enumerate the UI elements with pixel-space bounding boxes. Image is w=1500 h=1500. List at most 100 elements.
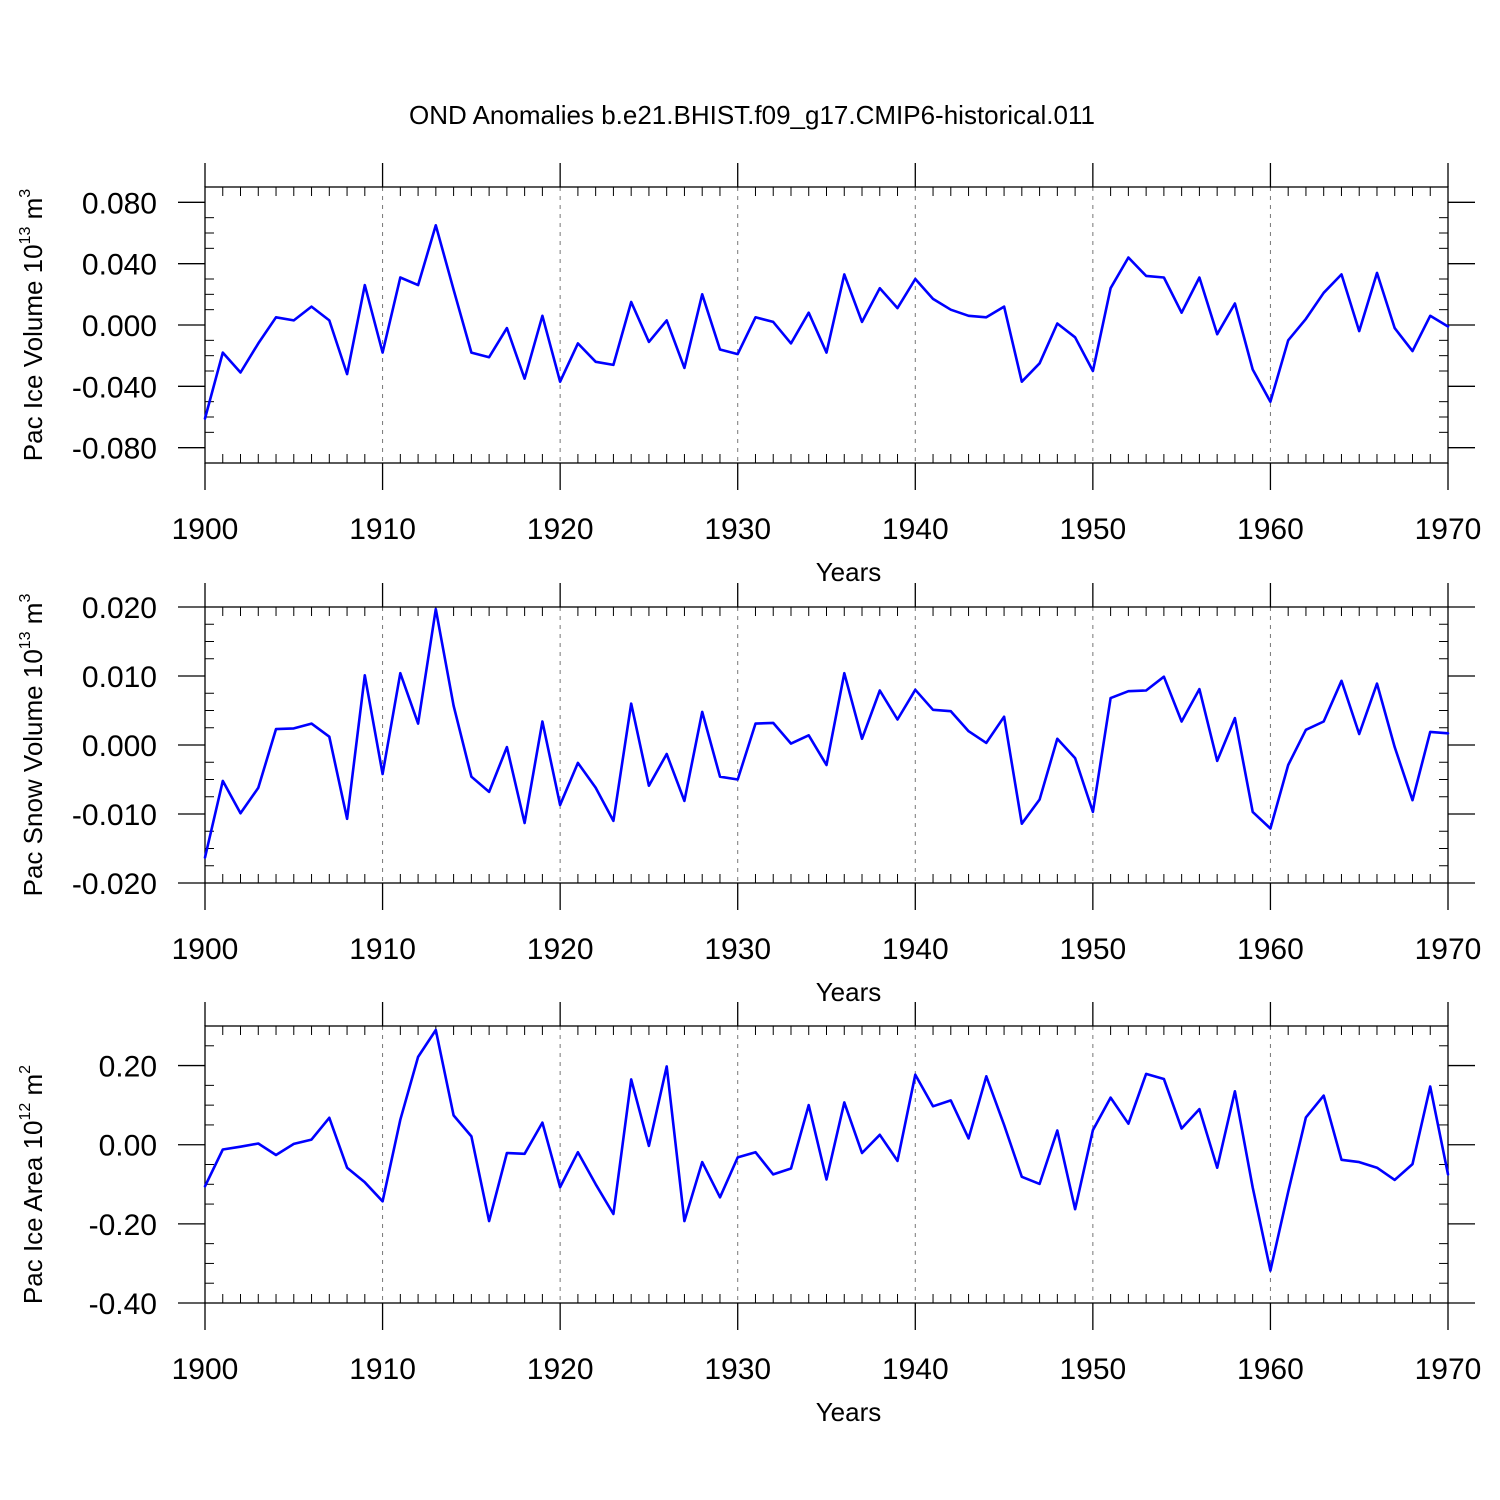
data-point: [824, 763, 829, 768]
data-point: [1446, 1172, 1451, 1177]
data-point: [1073, 756, 1078, 761]
data-point: [1303, 316, 1308, 321]
data-point: [931, 1104, 936, 1109]
data-point: [842, 671, 847, 676]
data-point: [1019, 821, 1024, 826]
data-point: [1339, 678, 1344, 683]
y-axis-label-unit-exponent: 2: [17, 1065, 34, 1074]
data-point: [593, 359, 598, 364]
y-axis-label-exponent: 12: [17, 1103, 34, 1121]
data-point: [451, 287, 456, 292]
data-point: [1410, 1162, 1415, 1167]
data-point: [380, 772, 385, 777]
y-axis-label-unit-exponent: 3: [17, 189, 34, 198]
data-point: [1410, 798, 1415, 803]
data-point: [451, 703, 456, 708]
y-tick-label: -0.020: [72, 868, 157, 901]
data-point: [558, 379, 563, 384]
data-point: [1250, 809, 1255, 814]
data-point: [1019, 1174, 1024, 1179]
data-point: [238, 370, 243, 375]
data-point: [1321, 290, 1326, 295]
data-point: [931, 707, 936, 712]
data-point: [1303, 1115, 1308, 1120]
data-point: [806, 1103, 811, 1108]
data-point: [469, 1134, 474, 1139]
data-point: [895, 1158, 900, 1163]
data-point: [1392, 326, 1397, 331]
plot-frame: [204, 186, 1449, 464]
data-point: [540, 313, 545, 318]
y-axis-label-unit: m: [18, 198, 48, 227]
data-point: [913, 277, 918, 282]
data-point: [1197, 687, 1202, 692]
data-point: [220, 350, 225, 355]
data-point: [629, 1077, 634, 1082]
data-point: [789, 341, 794, 346]
x-tick-label: 1950: [1059, 933, 1126, 966]
data-point: [1410, 349, 1415, 354]
x-axis-label: Years: [816, 977, 882, 1007]
data-point: [1392, 1177, 1397, 1182]
x-tick-label: 1940: [882, 1353, 949, 1386]
data-point: [1144, 1071, 1149, 1076]
data-point: [238, 811, 243, 816]
data-point: [860, 319, 865, 324]
data-point: [469, 350, 474, 355]
y-tick-label: -0.40: [89, 1288, 157, 1321]
x-tick-label: 1960: [1237, 513, 1304, 546]
data-point: [1126, 689, 1131, 694]
data-point: [1002, 1122, 1007, 1127]
data-point: [487, 789, 492, 794]
data-point: [433, 1028, 438, 1033]
y-axis-label: Pac Ice Area 1012 m2: [17, 1065, 48, 1304]
data-point: [1428, 313, 1433, 318]
x-tick-label: 1950: [1059, 1353, 1126, 1386]
y-tick-label: 0.020: [82, 592, 157, 625]
data-point: [575, 341, 580, 346]
data-point: [1250, 367, 1255, 372]
y-tick-label: 0.00: [99, 1130, 157, 1163]
data-point: [1161, 1077, 1166, 1082]
data-point: [895, 717, 900, 722]
data-point: [629, 300, 634, 305]
data-point: [984, 315, 989, 320]
data-point: [487, 1219, 492, 1224]
data-point: [1392, 745, 1397, 750]
data-point: [345, 816, 350, 821]
data-point: [664, 752, 669, 757]
y-axis-label-exponent: 13: [17, 226, 34, 244]
data-point: [309, 1137, 314, 1142]
data-point: [718, 1195, 723, 1200]
data-point: [611, 818, 616, 823]
data-point: [664, 318, 669, 323]
x-tick-label: 1910: [349, 933, 416, 966]
data-point: [1161, 275, 1166, 280]
data-point: [1286, 338, 1291, 343]
data-point: [593, 1182, 598, 1187]
data-point: [1375, 1165, 1380, 1170]
data-point: [1108, 696, 1113, 701]
data-point: [966, 1136, 971, 1141]
data-point: [1375, 681, 1380, 686]
data-point: [398, 275, 403, 280]
data-point: [877, 688, 882, 693]
y-axis-label: Pac Ice Volume 1013 m3: [17, 189, 48, 462]
data-point: [913, 1072, 918, 1077]
y-tick-label: 0.080: [82, 187, 157, 220]
x-tick-label: 1900: [172, 933, 239, 966]
data-point: [1037, 361, 1042, 366]
data-point: [291, 1141, 296, 1146]
data-point: [646, 783, 651, 788]
data-point: [309, 721, 314, 726]
data-point: [1002, 304, 1007, 309]
data-point: [362, 283, 367, 288]
data-point: [1108, 286, 1113, 291]
data-point: [362, 673, 367, 678]
data-point: [1215, 1165, 1220, 1170]
data-point: [1108, 1095, 1113, 1100]
data-point: [575, 1150, 580, 1155]
data-point: [1428, 1084, 1433, 1089]
data-point: [433, 607, 438, 612]
data-point: [593, 785, 598, 790]
